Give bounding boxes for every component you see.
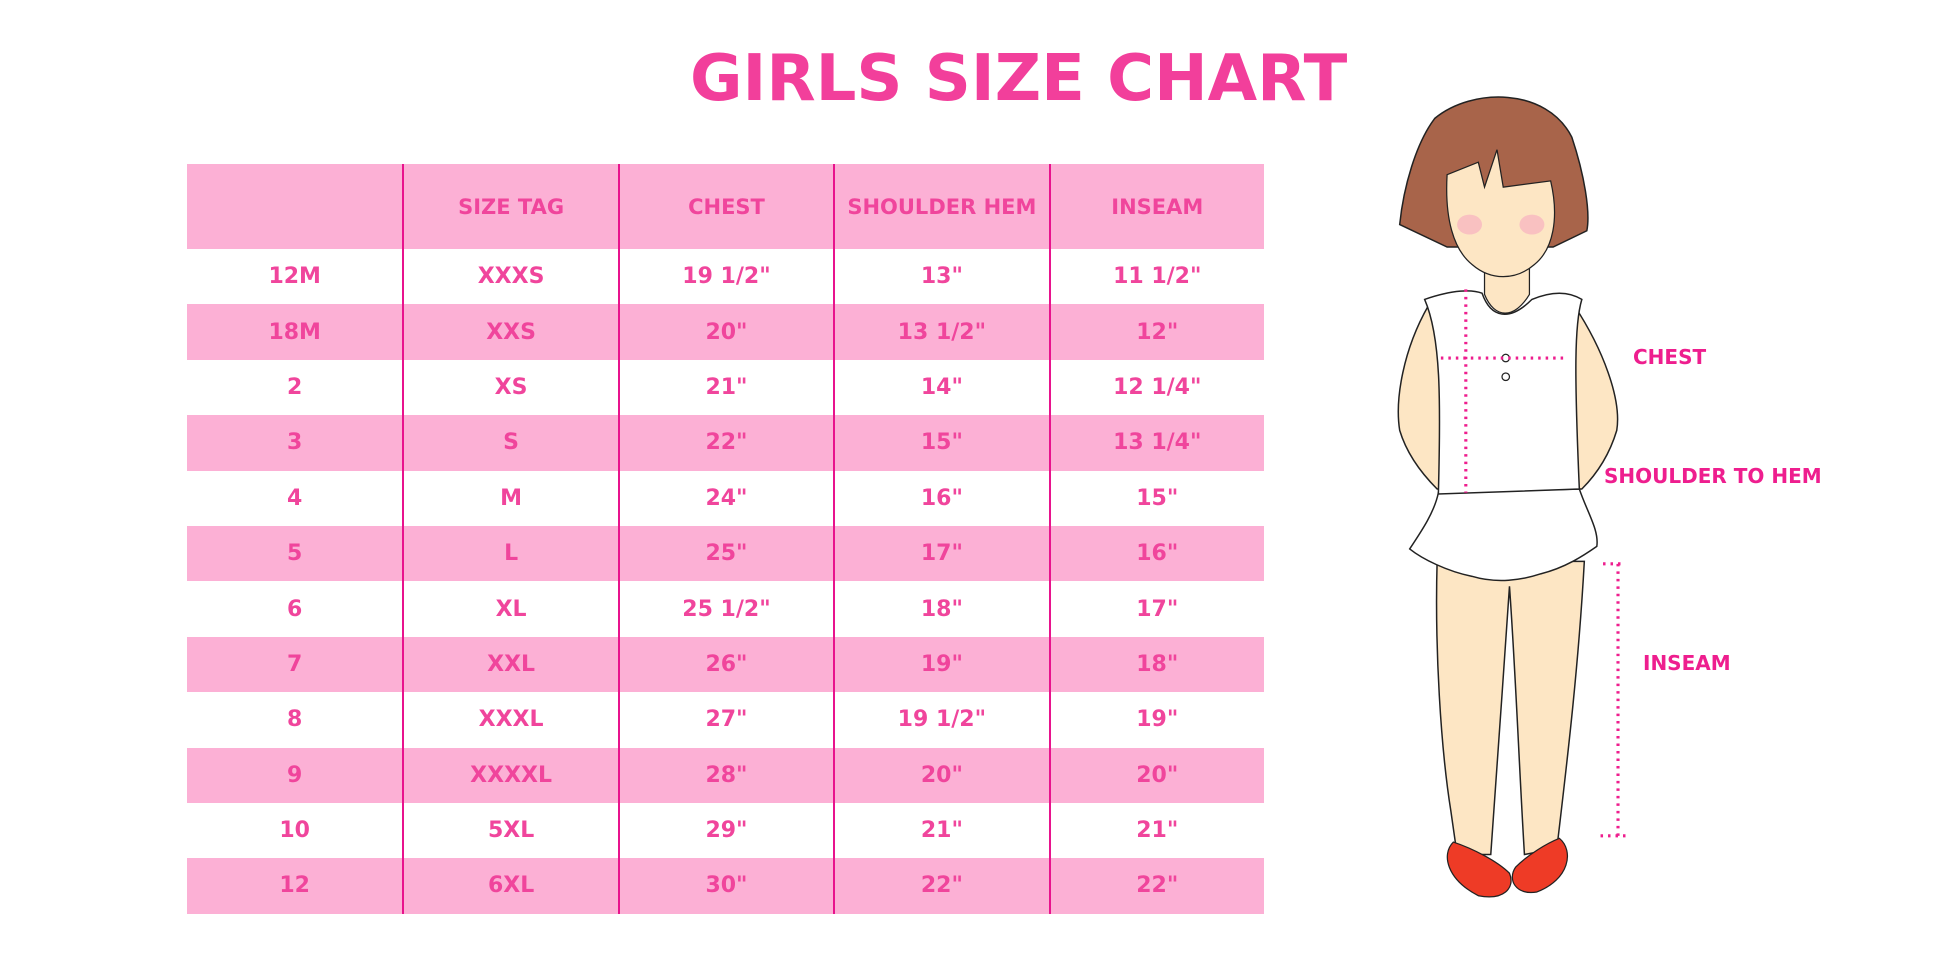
table-cell: 30" — [617, 858, 833, 914]
table-cell: 13 1/2" — [833, 304, 1048, 360]
table-cell: 16" — [833, 470, 1048, 526]
table-cell: 19" — [1048, 692, 1264, 748]
table-cell: 10 — [279, 818, 310, 844]
table-cell: 29" — [617, 802, 833, 859]
table-cell: 12M — [268, 264, 321, 290]
table-row: 5 L 25" 17" 16" — [187, 525, 1264, 582]
column-header: CHEST — [617, 164, 833, 249]
table-cell: S — [402, 415, 617, 471]
table-cell: 17" — [1048, 581, 1264, 637]
table-cell: XL — [402, 581, 617, 637]
column-header: INSEAM — [1048, 164, 1264, 249]
table-cell: 19" — [833, 636, 1048, 693]
table-header-row: SIZE TAG CHEST SHOULDER HEM INSEAM — [187, 164, 1264, 249]
table-cell: XXXS — [402, 249, 617, 305]
table-cell: 27" — [617, 692, 833, 748]
page-title: GIRLS SIZE CHART — [690, 42, 1348, 116]
table-cell: 14" — [833, 359, 1048, 416]
table-cell: 18" — [833, 581, 1048, 637]
table-cell: 4 — [287, 485, 303, 511]
table-row: 2 XS 21" 14" 12 1/4" — [187, 359, 1264, 416]
right-shoe — [1511, 837, 1568, 894]
table-row: 9 XXXXL 28" 20" 20" — [187, 747, 1264, 803]
table-row: 10 5XL 29" 21" 21" — [187, 802, 1264, 859]
right-arm — [1573, 303, 1619, 490]
left-shoe — [1446, 841, 1512, 898]
table-cell: 19 1/2" — [617, 249, 833, 305]
table-cell: 17" — [833, 525, 1048, 582]
table-cell: 7 — [287, 651, 303, 677]
table-cell: 20" — [617, 304, 833, 360]
table-cell: 20" — [1048, 747, 1264, 803]
table-cell: 28" — [617, 747, 833, 803]
table-cell: 12 — [279, 873, 310, 899]
shoulder-to-hem-label: SHOULDER TO HEM — [1604, 464, 1822, 488]
table-cell: 18" — [1048, 636, 1264, 693]
table-cell: 9 — [287, 762, 303, 788]
table-cell: XXXL — [402, 692, 617, 748]
table-cell: 8 — [287, 707, 303, 733]
bloomers — [1408, 488, 1598, 582]
table-cell: 26" — [617, 636, 833, 693]
inseam-label: INSEAM — [1643, 651, 1731, 675]
table-cell: 15" — [833, 415, 1048, 471]
face — [1446, 149, 1556, 278]
table-cell: 13 1/4" — [1048, 415, 1264, 471]
table-cell: 18M — [268, 319, 321, 345]
left-arm — [1397, 304, 1446, 490]
table-row: 3 S 22" 15" 13 1/4" — [187, 415, 1264, 471]
table-cell: XXXXL — [402, 747, 617, 803]
table-cell: 12" — [1048, 304, 1264, 360]
table-cell: 6 — [287, 596, 303, 622]
table-cell: M — [402, 470, 617, 526]
tank-top — [1423, 290, 1583, 495]
table-cell: L — [402, 525, 617, 582]
table-cell: 3 — [287, 430, 303, 456]
table-row: 12 6XL 30" 22" 22" — [187, 858, 1264, 914]
table-cell: XS — [402, 359, 617, 416]
table-cell: 21" — [833, 802, 1048, 859]
size-table: SIZE TAG CHEST SHOULDER HEM INSEAM 12M XXXS 19… — [187, 164, 1264, 914]
table-row: 8 XXXL 27" 19 1/2" 19" — [187, 692, 1264, 748]
table-cell: 21" — [617, 359, 833, 416]
table-cell: XXL — [402, 636, 617, 693]
table-cell: 6XL — [402, 858, 617, 914]
chest-label: CHEST — [1633, 345, 1707, 369]
table-cell: 25" — [617, 525, 833, 582]
table-row: 18M XXS 20" 13 1/2" 12" — [187, 304, 1264, 360]
table-cell: 19 1/2" — [833, 692, 1048, 748]
table-cell: 5 — [287, 541, 303, 567]
table-cell: 2 — [287, 374, 303, 400]
table-cell: 22" — [1048, 858, 1264, 914]
table-cell: 5XL — [402, 802, 617, 859]
table-row: 4 M 24" 16" 15" — [187, 470, 1264, 526]
table-cell: 22" — [833, 858, 1048, 914]
table-cell: 25 1/2" — [617, 581, 833, 637]
table-cell: XXS — [402, 304, 617, 360]
table-row: 6 XL 25 1/2" 18" 17" — [187, 581, 1264, 637]
table-cell: 24" — [617, 470, 833, 526]
legs — [1435, 560, 1586, 856]
table-cell: 20" — [833, 747, 1048, 803]
table-row: 7 XXL 26" 19" 18" — [187, 636, 1264, 693]
column-header: SHOULDER HEM — [833, 164, 1048, 249]
column-header: SIZE TAG — [402, 164, 617, 249]
table-cell: 11 1/2" — [1048, 249, 1264, 305]
table-cell: 15" — [1048, 470, 1264, 526]
table-cell: 12 1/4" — [1048, 359, 1264, 416]
table-row: 12M XXXS 19 1/2" 13" 11 1/2" — [187, 249, 1264, 305]
table-cell: 16" — [1048, 525, 1264, 582]
table-cell: 13" — [833, 249, 1048, 305]
table-cell: 21" — [1048, 802, 1264, 859]
table-cell: 22" — [617, 415, 833, 471]
